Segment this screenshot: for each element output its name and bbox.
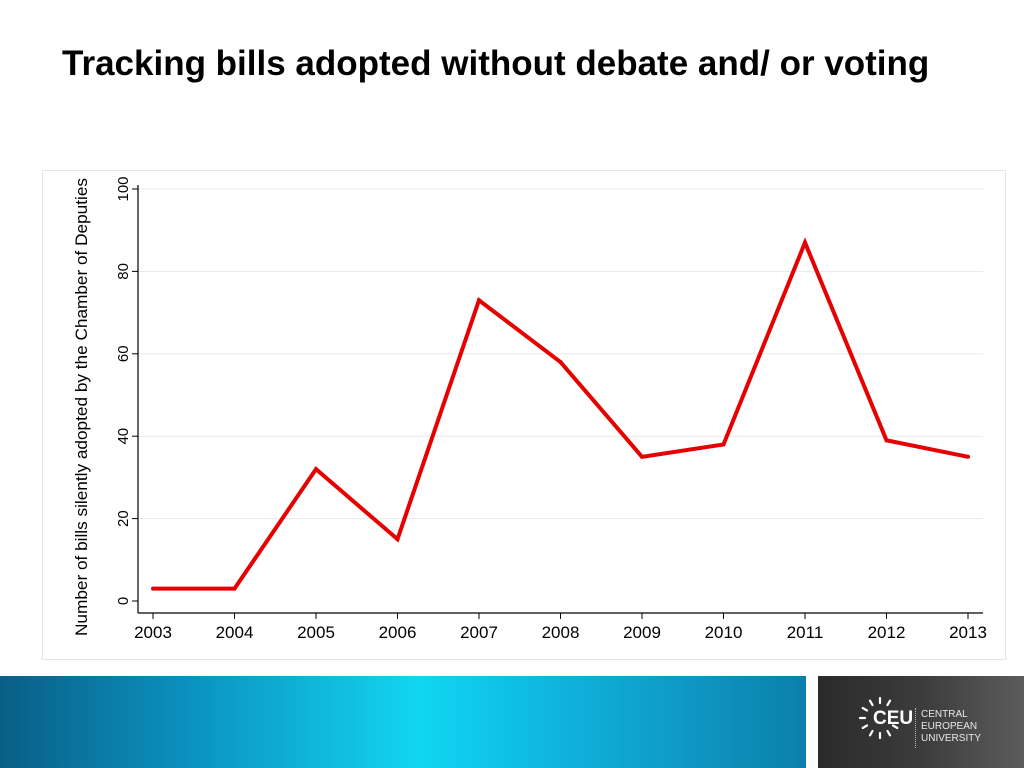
axes [132,185,983,619]
y-tick-label: 100 [115,176,132,201]
y-tick-label: 60 [115,345,132,362]
ceu-logo-icon [858,696,899,740]
logo-name-line: UNIVERSITY [921,733,982,744]
logo-name-line: CENTRAL [921,709,968,720]
logo-divider [915,708,916,748]
data-point [477,298,481,303]
y-tick-label: 40 [115,428,132,445]
data-point [966,454,970,459]
x-tick-label: 2009 [623,623,661,642]
logo-dash [891,724,899,730]
data-point [640,454,644,459]
logo-dash [861,706,869,712]
data-point [151,586,155,591]
data-point [803,240,807,245]
grid-lines [138,188,983,520]
data-point [558,360,563,365]
tick-labels: 0 20 40 60 80 100 2003 2004 2005 2006 2007 2008 2009… [72,176,987,642]
logo-dash [868,699,874,707]
logo-name-line: EUROPEAN [921,721,978,732]
data-point [314,467,318,472]
x-tick-label: 2008 [542,623,580,642]
logo-abbreviation: CEU [873,708,914,729]
logo-dash [886,699,892,707]
logo-university-name: CENTRAL EUROPEAN UNIVERSITY [921,709,981,745]
data-point [884,438,889,443]
x-tick-label: 2011 [787,623,824,642]
logo-dash [886,729,892,737]
line-chart: 0 20 40 60 80 100 2003 2004 2005 2006 2007 2008 2009… [72,176,987,642]
data-point [721,442,726,447]
series-line [153,237,969,591]
data-point [395,537,400,542]
logo-dash [861,724,869,730]
footer-banner [0,676,806,768]
ceu-logo-panel: CEU CENTRAL EUROPEAN UNIVERSITY [818,676,1024,768]
x-tick-label: 2006 [379,623,417,642]
series-layer [151,237,970,591]
x-tick-label: 2013 [949,623,987,642]
x-tick-label: 2003 [134,623,172,642]
slide-title: Tracking bills adopted without debate an… [62,44,930,83]
x-tick-label: 2010 [705,623,743,642]
x-tick-label: 2004 [216,623,254,642]
chart-frame: 0 20 40 60 80 100 2003 2004 2005 2006 2007 2008 2009… [42,170,1006,660]
x-tick-label: 2007 [460,623,498,642]
x-tick-label: 2012 [868,623,906,642]
y-axis-title: Number of bills silently adopted by the … [72,178,91,636]
y-tick-label: 80 [115,263,132,280]
logo-dash [868,729,874,737]
x-tick-label: 2005 [297,623,335,642]
data-point [232,586,237,591]
y-tick-label: 20 [115,510,132,527]
y-tick-label: 0 [115,597,132,605]
